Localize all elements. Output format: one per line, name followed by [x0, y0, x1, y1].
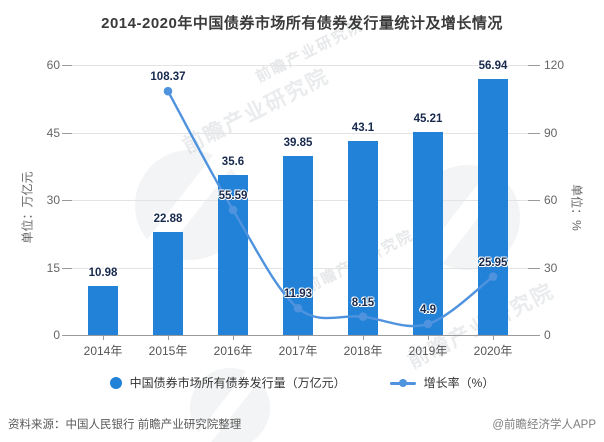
bar-value-label: 35.6 [221, 155, 245, 168]
left-tick [62, 132, 72, 134]
bar-2017年[interactable] [283, 155, 313, 335]
left-tick [62, 65, 72, 66]
bar-value-label: 22.88 [153, 213, 183, 226]
bar-value-label: 45.21 [413, 112, 443, 125]
line-value-label: 108.37 [150, 71, 186, 84]
line-value-label: 4.9 [420, 303, 436, 316]
bar-series-marker-icon [109, 376, 122, 389]
left-axis-tick-label: 45 [46, 125, 60, 140]
legend-item-line-series[interactable]: 增长率（%） [389, 374, 495, 391]
right-tick [528, 200, 540, 201]
x-axis-label: 2018年 [343, 344, 383, 358]
right-axis-tick-label: 120 [544, 58, 565, 72]
left-tick [62, 200, 72, 201]
bar-2020年[interactable] [478, 78, 508, 335]
x-axis-label: 2020年 [473, 344, 513, 358]
bar-value-label: 10.98 [88, 266, 118, 279]
x-tick [233, 335, 234, 340]
right-tick [528, 132, 540, 134]
credit-text: @前瞻经济学人APP [492, 419, 596, 431]
left-axis-tick-label: 0 [53, 328, 60, 342]
line-value-label: 55.59 [218, 189, 248, 202]
x-axis-label: 2016年 [213, 344, 253, 358]
bar-value-label: 56.94 [478, 59, 508, 72]
x-axis-label: 2015年 [148, 344, 188, 358]
x-axis-label: 2017年 [278, 344, 318, 358]
x-tick [363, 335, 364, 340]
x-tick [103, 335, 104, 340]
legend-item-bar-series[interactable]: 中国债券市场所有债券发行量（万亿元） [109, 374, 346, 391]
legend: 中国债券市场所有债券发行量（万亿元） 增长率（%） [0, 374, 604, 391]
right-axis-tick-label: 90 [544, 125, 558, 140]
right-axis-tick-label: 60 [544, 193, 558, 207]
gridline [72, 65, 528, 66]
right-axis-tick-label: 0 [544, 328, 551, 342]
line-path [166, 90, 494, 328]
data-source-text: 资料来源：中国人民银行 前瞻产业研究院整理 [8, 419, 242, 431]
line-value-label: 8.15 [351, 296, 375, 309]
right-tick [528, 267, 540, 269]
left-tick [62, 267, 72, 269]
legend-label-line-series: 增长率（%） [423, 376, 495, 390]
gridline [72, 132, 528, 134]
line-series-marker-icon [389, 377, 416, 389]
legend-label-bar-series: 中国债券市场所有债券发行量（万亿元） [129, 376, 346, 390]
left-axis-tick-label: 30 [46, 193, 60, 207]
bar-2015年[interactable] [153, 232, 183, 335]
x-axis-line [62, 335, 540, 336]
line-value-label: 25.95 [478, 256, 508, 269]
left-axis-tick-label: 15 [46, 260, 60, 275]
x-tick [298, 335, 299, 340]
right-tick [528, 65, 540, 66]
line-value-label: 11.93 [283, 288, 313, 301]
right-axis-tick-label: 30 [544, 260, 558, 275]
bar-value-label: 43.1 [351, 122, 375, 135]
bar-2014年[interactable] [88, 285, 118, 335]
x-axis-label: 2019年 [408, 344, 448, 358]
chart-title: 2014-2020年中国债券市场所有债券发行量统计及增长情况 [101, 15, 503, 32]
x-tick [493, 335, 494, 340]
bar-value-label: 39.85 [283, 136, 313, 149]
left-axis-tick-label: 60 [46, 58, 60, 72]
x-tick [168, 335, 169, 340]
x-tick [428, 335, 429, 340]
line-point[interactable] [163, 86, 173, 96]
x-axis-label: 2014年 [83, 344, 123, 358]
